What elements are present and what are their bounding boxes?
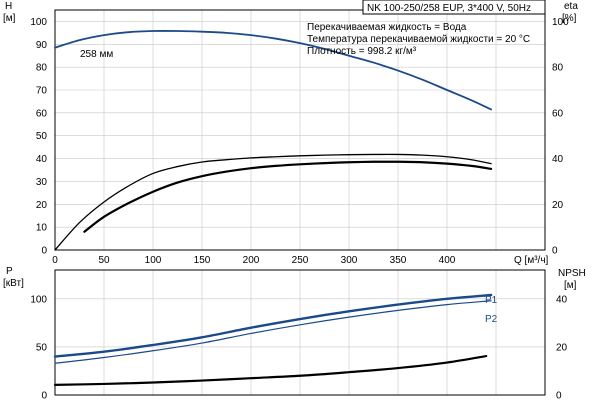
npsh-curve [53, 354, 488, 386]
top-series-group [54, 30, 493, 251]
p-axis-label: P [6, 266, 13, 277]
eta-tick-label: 100 [552, 17, 569, 28]
h-tick-label: 50 [36, 131, 48, 142]
npsh-tick-label: 20 [556, 342, 568, 353]
note-temperature: Температура перекачиваемой жидкости = 20… [307, 34, 530, 45]
top-right-tick-labels: 0 20 40 60 80 100 [552, 17, 569, 257]
bottom-left-tick-labels: 0 50 100 [30, 294, 47, 400]
q-tick-label: 0 [52, 255, 58, 266]
eta-tick-label: 0 [552, 246, 558, 257]
npsh-tick-label: 0 [556, 391, 562, 400]
h-tick-label: 0 [41, 246, 47, 257]
npsh-axis-unit: [м] [564, 280, 577, 291]
impeller-diameter-label: 258 мм [80, 49, 113, 60]
h-tick-label: 10 [36, 223, 48, 234]
h-tick-label: 70 [36, 86, 48, 97]
h-tick-label: 30 [36, 177, 48, 188]
p-tick-label: 100 [30, 294, 47, 305]
npsh-tick-label: 40 [556, 294, 568, 305]
note-density: Плотность = 998.2 кг/м³ [307, 46, 417, 57]
npsh-axis-label: NPSH [558, 268, 586, 279]
x-axis-label: Q [м³/ч] [514, 255, 549, 266]
h-tick-label: 20 [36, 200, 48, 211]
bottom-series-group [53, 293, 493, 386]
h-tick-label: 40 [36, 154, 48, 165]
eta-axis-label: eta [564, 1, 578, 12]
q-tick-label: 400 [439, 255, 456, 266]
bottom-right-tick-labels: 0 20 40 [556, 294, 568, 400]
top-left-tick-labels: 0 10 20 30 40 50 60 70 80 90 100 [30, 17, 47, 257]
p-tick-label: 0 [41, 391, 47, 400]
h-tick-label: 80 [36, 63, 48, 74]
h-axis-unit: [м] [3, 13, 16, 24]
q-tick-label: 50 [98, 255, 110, 266]
head-curve [54, 30, 492, 111]
power-p1-curve [53, 293, 493, 358]
q-tick-label: 300 [341, 255, 358, 266]
p1-label: P1 [485, 295, 498, 306]
eta-tick-label: 80 [552, 63, 564, 74]
bottom-grid [55, 270, 545, 395]
q-tick-label: 100 [145, 255, 162, 266]
x-tick-labels: 0 50 100 150 200 250 300 350 400 [52, 255, 456, 266]
top-grid [55, 10, 545, 250]
top-plot-frame [54, 9, 546, 251]
p-axis-unit: [кВт] [3, 278, 24, 289]
bottom-plot-frame [54, 269, 546, 396]
chart-title: NK 100-250/258 EUP, 3*400 V, 50Hz [367, 3, 531, 14]
note-liquid: Перекачиваемая жидкость = Вода [307, 22, 467, 33]
eta-tick-label: 40 [552, 154, 564, 165]
power-p2-curve [54, 300, 492, 364]
title-box [362, 0, 546, 15]
q-tick-label: 150 [194, 255, 211, 266]
q-tick-label: 250 [292, 255, 309, 266]
h-tick-label: 60 [36, 108, 48, 119]
p2-label: P2 [485, 314, 498, 325]
eta-axis-unit: [%] [562, 13, 577, 24]
h-axis-label: H [5, 1, 12, 12]
p-tick-label: 50 [36, 342, 48, 353]
q-tick-label: 350 [390, 255, 407, 266]
efficiency-curve-lower [83, 160, 493, 233]
efficiency-curve-upper [54, 153, 492, 251]
h-tick-label: 90 [36, 40, 48, 51]
eta-tick-label: 60 [552, 108, 564, 119]
h-tick-label: 100 [30, 17, 47, 28]
q-tick-label: 200 [243, 255, 260, 266]
eta-tick-label: 20 [552, 200, 564, 211]
